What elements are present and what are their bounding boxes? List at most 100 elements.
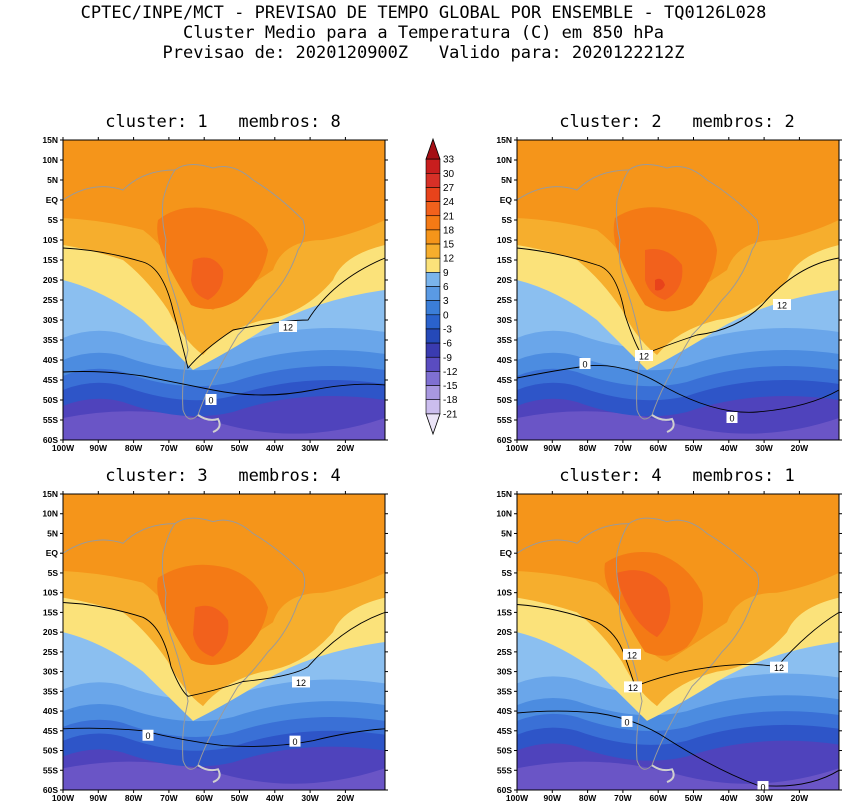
lat-label: EQ [46,548,59,558]
panel-2-map: 12 12 0 0 15N 10N 5N EQ 5S 10S 15S 20S 25S 30S 35S 40S 4… [496,136,842,453]
lon-label: 70W [614,793,632,803]
contour-label: 12 [777,301,787,311]
lat-label: 10S [43,588,58,598]
lat-label: 35S [497,335,512,345]
colorbar-label: 6 [443,282,449,293]
panel-1-map: 12 0 15N 10N 5N EQ 5S 10S 15S 20S 25S 30S 35S 40S 45S 5… [42,136,388,453]
colorbar-swatch [425,286,441,301]
lon-label: 50W [685,443,703,453]
contour-label-box [773,299,791,310]
colorbar-swatch [425,201,441,217]
colorbar-label: 12 [443,254,455,265]
colorbar-label: -15 [443,381,458,392]
lon-label: 90W [90,793,108,803]
lat-label: 30S [43,667,58,677]
lon-label: 40W [266,443,284,453]
panel-4-title: cluster: 4 membros: 1 [559,466,795,486]
colorbar-swatch [425,371,441,386]
lat-label: 5N [501,175,512,185]
lon-label: 20W [791,443,809,453]
lon-label: 50W [685,793,703,803]
lon-label: 60W [649,793,667,803]
colorbar-label: 15 [443,240,455,251]
lon-label: 60W [195,793,213,803]
lat-label: 55S [497,415,512,425]
contour-label: 12 [628,683,638,693]
colorbar-swatch [425,243,441,259]
lat-label: 15N [42,136,58,145]
lat-label: 35S [43,335,58,345]
contour-label: 0 [292,737,297,747]
colorbar-swatch [425,257,441,273]
lat-label: 15S [497,255,512,265]
lat-label: 20S [43,275,58,285]
lat-label: 55S [43,765,58,775]
colorbar-swatch [425,229,441,245]
lon-label: 50W [231,443,249,453]
colorbar-swatch [425,314,441,330]
contour-label-box [621,715,633,727]
lon-label: 90W [90,443,108,453]
lon-label: 70W [160,443,178,453]
lat-label: 10S [43,235,58,245]
lat-label: 40S [43,355,58,365]
colorbar-swatch [425,413,441,436]
colorbar-swatch [425,137,441,160]
lat-label: 55S [497,765,512,775]
lat-label: 25S [497,647,512,657]
lat-label: 10S [497,235,512,245]
lat-label: EQ [500,195,513,205]
lon-label: 50W [231,793,249,803]
panel-2-title: cluster: 2 membros: 2 [559,112,795,132]
contour-label-box [205,394,217,405]
lon-label: 30W [755,443,773,453]
lat-label: 5S [502,215,513,225]
lat-label: 10N [42,155,58,165]
lat-label: 50S [43,395,58,405]
colorbar-swatch [425,300,441,316]
lon-label: 70W [160,793,178,803]
lon-label: 80W [125,443,143,453]
contour-label: 12 [774,663,784,673]
lat-label: 15N [42,490,58,499]
lon-label: 100W [506,443,529,453]
colorbar-label: 33 [443,155,455,166]
lon-label: 60W [195,443,213,453]
lon-label: 40W [720,443,738,453]
lat-label: 45S [43,375,58,385]
lat-label: 40S [497,355,512,365]
panel-4-map: 12 12 12 0 0 15N 10N 5N EQ 5S 10S 15S 20S 25S 30S 35S 40… [496,490,842,803]
lon-label: 80W [579,443,597,453]
contour-label-box [635,350,653,361]
lat-label: 50S [497,395,512,405]
lon-label: 80W [579,793,597,803]
lon-label: 70W [614,443,632,453]
colorbar-swatch [425,342,441,358]
lat-label: 30S [497,315,512,325]
colorbar-label: 0 [443,310,449,321]
lat-label: 45S [497,726,512,736]
lon-label: 20W [337,793,355,803]
colorbar-label: -6 [443,339,452,350]
colorbar-swatch [425,385,441,401]
colorbar-label: 9 [443,268,449,279]
contour-label: 0 [624,717,629,727]
colorbar-swatch [425,158,441,174]
lat-label: 40S [497,706,512,716]
lat-label: 5S [48,568,59,578]
colorbar-swatch [425,215,441,231]
colorbar-label: 24 [443,197,455,208]
lat-label: 60S [497,785,512,795]
colorbar-label: 21 [443,211,455,222]
contour-label-box [770,661,788,673]
colorbar-label: 30 [443,169,455,180]
contour-label-box [279,321,297,332]
lat-label: 35S [43,686,58,696]
contour-label: 12 [627,650,637,660]
lat-label: 15N [496,490,512,499]
lon-label: 20W [791,793,809,803]
colorbar-swatch [425,187,441,202]
colorbar-swatch [425,328,441,344]
lon-label: 30W [301,443,319,453]
